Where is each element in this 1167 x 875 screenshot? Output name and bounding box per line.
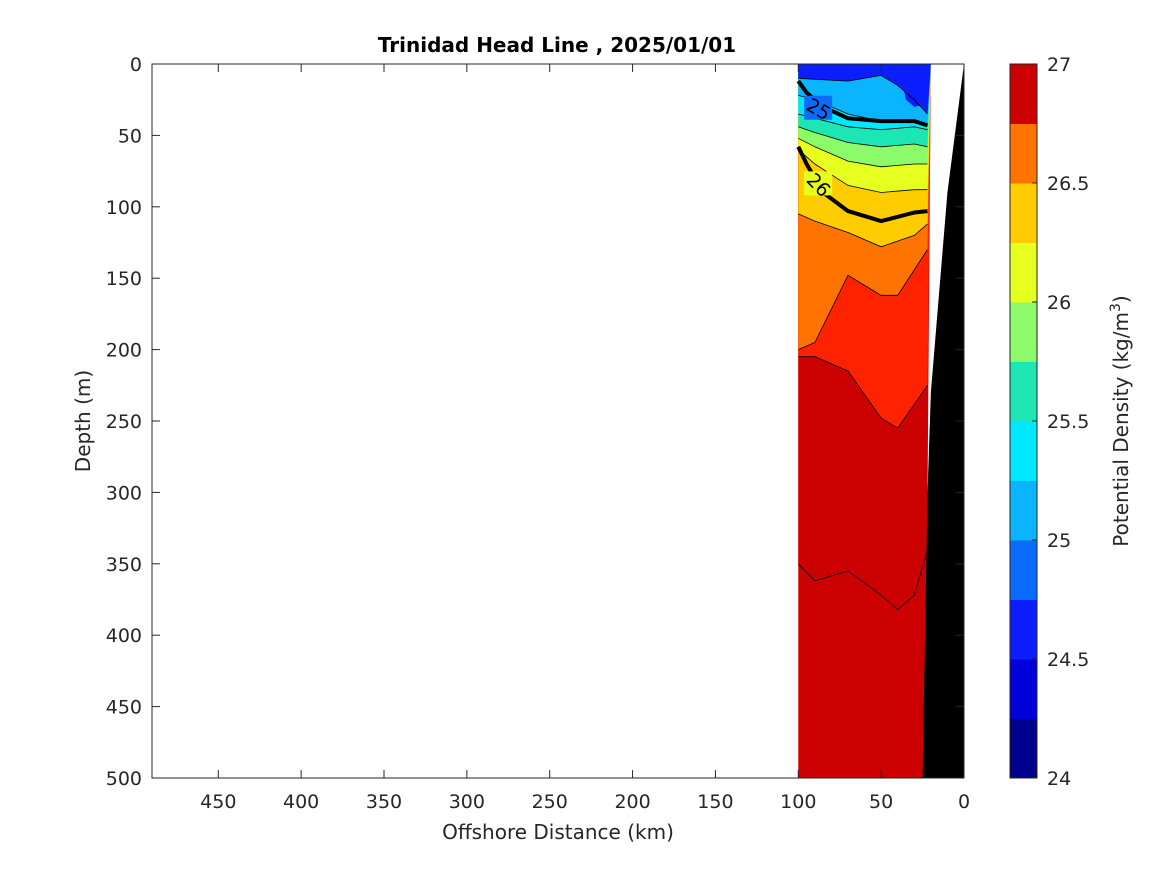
chart-title: Trinidad Head Line , 2025/01/01 bbox=[378, 33, 736, 57]
contour-line-25.25 bbox=[798, 126, 928, 148]
topography-fill bbox=[922, 64, 964, 778]
y-tick-label: 150 bbox=[106, 268, 142, 290]
colorbar-tick-label: 24.5 bbox=[1047, 649, 1089, 671]
colorbar-tick-label: 24 bbox=[1047, 768, 1071, 790]
x-tick-label: 150 bbox=[697, 791, 733, 813]
contour-line-25.75 bbox=[798, 149, 928, 193]
x-tick-label: 200 bbox=[614, 791, 650, 813]
colorbar-label-superscript: 3 bbox=[1108, 303, 1124, 312]
colorbar-segment bbox=[1010, 242, 1037, 303]
colorbar: 24 24.5 25 25.5 26 26.5 27 bbox=[1009, 54, 1089, 790]
contour-fill-minimum bbox=[864, 64, 928, 107]
colorbar-segment bbox=[1010, 659, 1037, 719]
colorbar-segment bbox=[1010, 718, 1037, 779]
y-tick-label: 350 bbox=[106, 554, 142, 576]
y-tick-label: 50 bbox=[118, 125, 142, 147]
y-tick-label: 500 bbox=[106, 768, 142, 790]
colorbar-tick-label: 25.5 bbox=[1047, 411, 1089, 433]
colorbar-tick-label: 26.5 bbox=[1047, 173, 1089, 195]
x-tick-label: 300 bbox=[449, 791, 485, 813]
y-axis-label: Depth (m) bbox=[71, 370, 95, 472]
colorbar-label-close: ) bbox=[1109, 295, 1133, 303]
x-axis-ticks: 450 400 350 300 250 200 150 100 50 0 bbox=[200, 64, 970, 813]
y-tick-label: 400 bbox=[106, 625, 142, 647]
contour-line-26.75 bbox=[798, 549, 928, 611]
colorbar-segment bbox=[1010, 302, 1037, 362]
y-tick-label: 0 bbox=[130, 54, 142, 76]
contour-line-26.25 bbox=[798, 249, 928, 350]
x-tick-label: 100 bbox=[780, 791, 816, 813]
contour-line-24.5 bbox=[798, 74, 928, 115]
bold-contour-25 bbox=[796, 79, 929, 128]
x-tick-label: 250 bbox=[532, 791, 568, 813]
contour-fill-shallow bbox=[798, 64, 931, 114]
colorbar-tick-label: 26 bbox=[1047, 292, 1071, 314]
colorbar-segment bbox=[1010, 183, 1037, 243]
x-axis-label: Offshore Distance (km) bbox=[442, 820, 674, 844]
contour-label-bg-25 bbox=[804, 95, 833, 120]
bottom-topography bbox=[922, 64, 964, 778]
contour-line-25.5 bbox=[798, 137, 928, 168]
colorbar-tick-label: 27 bbox=[1047, 54, 1071, 76]
colorbar-segment bbox=[1010, 123, 1037, 184]
colorbar-segment bbox=[1010, 540, 1037, 600]
x-tick-label: 450 bbox=[200, 791, 236, 813]
x-tick-label: 0 bbox=[958, 791, 970, 813]
bold-contour-26 bbox=[796, 145, 928, 224]
colorbar-segment bbox=[1010, 421, 1037, 481]
y-tick-label: 200 bbox=[106, 340, 142, 362]
y-tick-label: 450 bbox=[106, 697, 142, 719]
y-tick-label: 300 bbox=[106, 482, 142, 504]
contour-line-26.5 bbox=[798, 356, 928, 429]
x-tick-label: 50 bbox=[869, 791, 893, 813]
y-tick-label: 100 bbox=[106, 197, 142, 219]
colorbar-label: Potential Density (kg/m3) bbox=[1108, 295, 1133, 546]
contour-label-bg-26 bbox=[804, 171, 833, 196]
colorbar-segment bbox=[1010, 361, 1037, 422]
colorbar-label-main: Potential Density (kg/m bbox=[1109, 312, 1133, 547]
y-tick-label: 250 bbox=[106, 411, 142, 433]
colorbar-segment bbox=[1010, 599, 1037, 660]
contour-line-26 bbox=[798, 213, 928, 248]
colorbar-segment bbox=[1010, 480, 1037, 541]
y-axis-ticks: 0 50 100 150 200 250 300 350 400 450 500 bbox=[106, 54, 964, 790]
colorbar-tick-label: 25 bbox=[1047, 530, 1071, 552]
x-tick-label: 350 bbox=[366, 791, 402, 813]
x-tick-label: 400 bbox=[283, 791, 319, 813]
colorbar-segment bbox=[1010, 64, 1037, 124]
